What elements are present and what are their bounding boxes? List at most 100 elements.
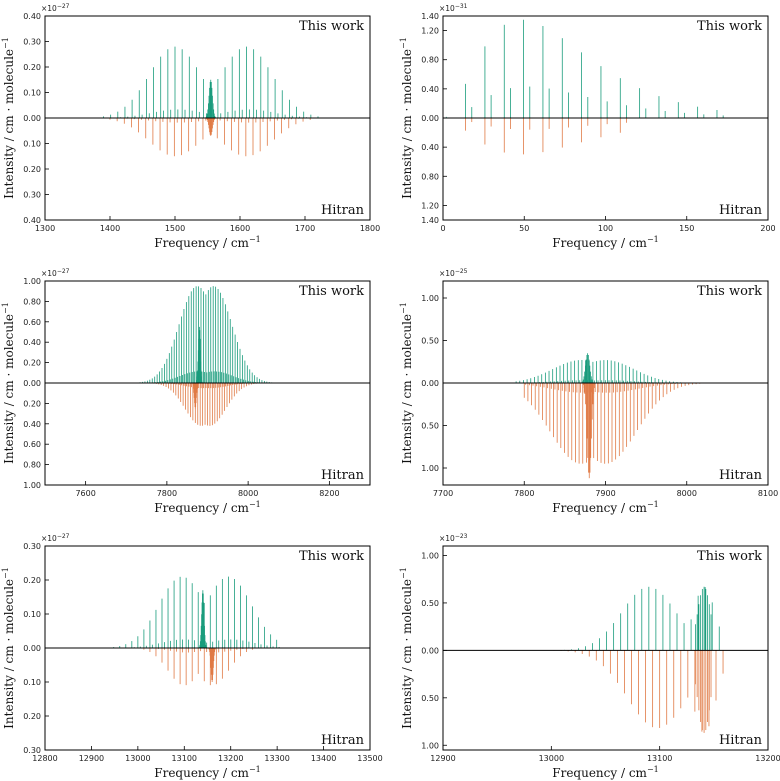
x-tick-label: 13300 [264,754,289,763]
y-tick-label: 1.00 [421,464,439,473]
y-tick-label: 0.20 [23,63,41,72]
x-tick-label: 13500 [357,754,382,763]
y-multiplier: ×10−27 [41,533,70,543]
y-tick-label: 0.00 [421,379,439,388]
plot-frame [442,545,769,751]
x-axis-label: Frequency / cm−1 [552,235,658,250]
x-tick-label: 100 [598,224,613,233]
y-tick-label: 0.00 [421,646,439,655]
y-tick-label: 0.10 [23,89,41,98]
y-tick-label: 0.20 [23,399,41,408]
y-tick-label: 1.00 [421,741,439,750]
x-tick-label: 1800 [360,224,380,233]
x-tick-label: 1700 [295,224,315,233]
y-tick-label: 0.80 [23,297,41,306]
x-tick-label: 1400 [100,224,120,233]
y-axis-label: Intensity / cm · molecule−1 [399,37,414,199]
panel-top-left: 1300 1400 1500 1600 1700 1800 0.00 0.10 0.20 0.30… [1,3,380,250]
y-multiplier: ×10−27 [41,268,70,278]
y-tick-label: 0.80 [23,461,41,470]
x-tick-label: 8100 [758,489,778,498]
panel-top-right: 0 50 100 150 200 0.00 0.40 0.80 1.20 1.40 0.40 0.80… [399,3,776,250]
x-tick-label: 13000 [125,754,150,763]
y-tick-label: 0.40 [23,12,41,21]
x-axis-label: Frequency / cm−1 [552,500,658,515]
y-tick-label: 0.30 [23,38,41,47]
y-multiplier: ×10−23 [439,533,468,543]
y-tick-label: 0.80 [421,172,439,181]
y-tick-label: 0.60 [23,318,41,327]
x-tick-label: 150 [679,224,694,233]
y-tick-label: 0.30 [23,191,41,200]
legend-this-work: This work [299,549,364,564]
y-tick-label: 0.20 [23,165,41,174]
y-axis-label: Intensity / cm · molecule−1 [1,567,16,729]
y-tick-label: 1.20 [421,27,439,36]
y-axis-label: Intensity / cm · molecule−1 [1,37,16,199]
x-tick-label: 12900 [430,754,455,763]
y-tick-label: 0.50 [421,694,439,703]
x-axis-label: Frequency / cm−1 [154,765,260,780]
y-multiplier: ×10−31 [439,3,468,13]
x-tick-label: 13100 [647,754,672,763]
legend-this-work: This work [299,19,364,34]
x-tick-label: 8000 [677,489,697,498]
y-tick-label: 1.40 [421,12,439,21]
y-tick-label: 0.00 [421,114,439,123]
y-multiplier: ×10−25 [439,268,468,278]
x-axis-label: Frequency / cm−1 [154,500,260,515]
y-multiplier: ×10−27 [41,3,70,13]
panel-bottom-right: 12900 13000 13100 13200 0.00 0.50 1.00 0.50 1.00… [399,533,780,780]
legend-hitran: Hitran [719,733,763,748]
x-tick-label: 1500 [165,224,185,233]
x-tick-label: 7700 [433,489,453,498]
y-tick-label: 0.60 [23,440,41,449]
legend-hitran: Hitran [321,203,365,218]
y-tick-label: 1.40 [421,216,439,225]
x-tick-label: 1300 [35,224,55,233]
y-tick-label: 0.20 [23,712,41,721]
y-tick-label: 0.20 [23,359,41,368]
x-tick-label: 8200 [319,489,339,498]
y-tick-label: 0.20 [23,576,41,585]
x-tick-label: 7600 [75,489,95,498]
y-tick-label: 0.00 [23,114,41,123]
legend-this-work: This work [697,19,762,34]
legend-this-work: This work [697,284,762,299]
panel-bottom-left: 12800 12900 13000 13100 13200 13300 13400 13500… [1,533,383,780]
x-tick-label: 1600 [230,224,250,233]
y-tick-label: 0.00 [23,644,41,653]
legend-hitran: Hitran [719,203,763,218]
y-tick-label: 1.00 [23,277,41,286]
y-tick-label: 0.10 [23,140,41,149]
y-tick-label: 0.10 [23,678,41,687]
x-tick-label: 7800 [157,489,177,498]
x-tick-label: 200 [760,224,775,233]
y-tick-label: 1.00 [421,551,439,560]
y-tick-label: 0.40 [421,85,439,94]
y-tick-label: 0.50 [421,337,439,346]
x-tick-label: 7900 [595,489,615,498]
x-tick-label: 12900 [79,754,104,763]
x-tick-label: 13400 [311,754,336,763]
y-tick-label: 0.40 [23,420,41,429]
legend-this-work: This work [299,284,364,299]
y-tick-label: 1.20 [421,201,439,210]
legend-this-work: This work [697,549,762,564]
legend-hitran: Hitran [321,733,365,748]
x-axis-label: Frequency / cm−1 [154,235,260,250]
y-axis-label: Intensity / cm · molecule−1 [1,302,16,464]
y-tick-label: 0.40 [421,143,439,152]
y-axis-label: Intensity / cm · molecule−1 [399,302,414,464]
y-tick-label: 0.80 [421,56,439,65]
y-tick-label: 0.30 [23,542,41,551]
panel-middle-right: 7700 7800 7900 8000 8100 0.00 0.50 1.00 0.50 1.00… [399,268,778,515]
x-tick-label: 13200 [218,754,243,763]
x-tick-label: 13100 [172,754,197,763]
y-tick-label: 0.50 [421,599,439,608]
y-tick-label: 0.10 [23,610,41,619]
panel-middle-left: 7600 7800 8000 8200 0.00 0.20 0.40 0.60 0.80 1.00… [1,268,371,515]
y-tick-label: 1.00 [23,481,41,490]
x-tick-label: 0 [440,224,445,233]
